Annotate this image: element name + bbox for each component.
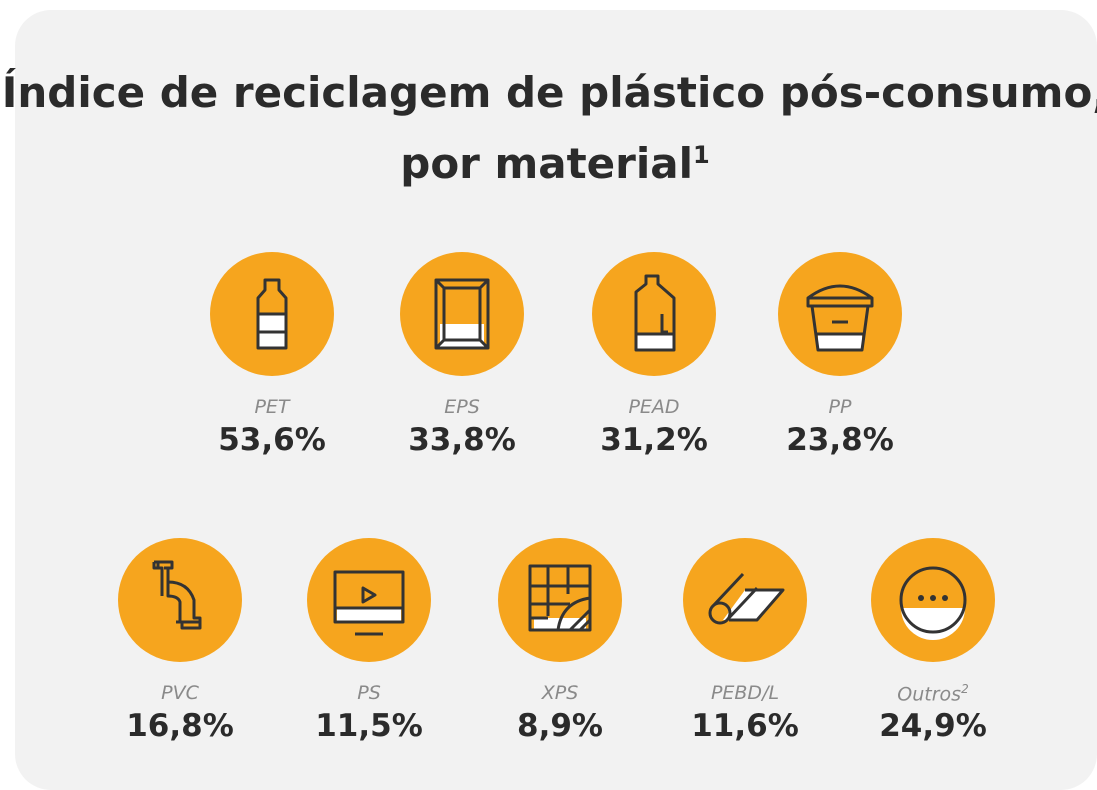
item: PEAD 31,2%	[564, 252, 744, 458]
item: PVC 16,8%	[90, 538, 270, 744]
item: EPS 33,8%	[372, 252, 552, 458]
item: Outros2 24,9%	[843, 538, 1023, 744]
label: EPS	[444, 396, 480, 418]
icon	[592, 252, 716, 376]
label: PVC	[161, 682, 199, 704]
item: XPS 8,9%	[470, 538, 650, 744]
value: 33,8%	[408, 422, 516, 458]
icon	[118, 538, 242, 662]
value: 11,5%	[315, 708, 423, 744]
label: PP	[828, 396, 852, 418]
icon	[307, 538, 431, 662]
icon	[498, 538, 622, 662]
item: PEBD/L 11,6%	[655, 538, 835, 744]
item: PET 53,6%	[182, 252, 362, 458]
icon	[210, 252, 334, 376]
icon	[871, 538, 995, 662]
item: PS 11,5%	[279, 538, 459, 744]
value: 24,9%	[879, 708, 987, 744]
label: PS	[357, 682, 381, 704]
label: PET	[254, 396, 290, 418]
title-note: 1	[693, 141, 710, 169]
label-text: Outros	[897, 683, 962, 706]
item: PP 23,8%	[750, 252, 930, 458]
title: Índice de reciclagem de plástico pós-con…	[0, 62, 1097, 195]
title-text: Índice de reciclagem de plástico pós-con…	[1, 68, 1097, 188]
label: XPS	[541, 682, 579, 704]
label-note: 2	[961, 682, 969, 696]
value: 11,6%	[691, 708, 799, 744]
value: 16,8%	[126, 708, 234, 744]
value: 23,8%	[786, 422, 894, 458]
icon	[400, 252, 524, 376]
value: 8,9%	[517, 708, 603, 744]
value: 31,2%	[600, 422, 708, 458]
label: PEBD/L	[710, 682, 780, 704]
label: PEAD	[628, 396, 680, 418]
value: 53,6%	[218, 422, 326, 458]
icon	[683, 538, 807, 662]
icon	[778, 252, 902, 376]
label: Outros2	[843, 682, 1023, 706]
